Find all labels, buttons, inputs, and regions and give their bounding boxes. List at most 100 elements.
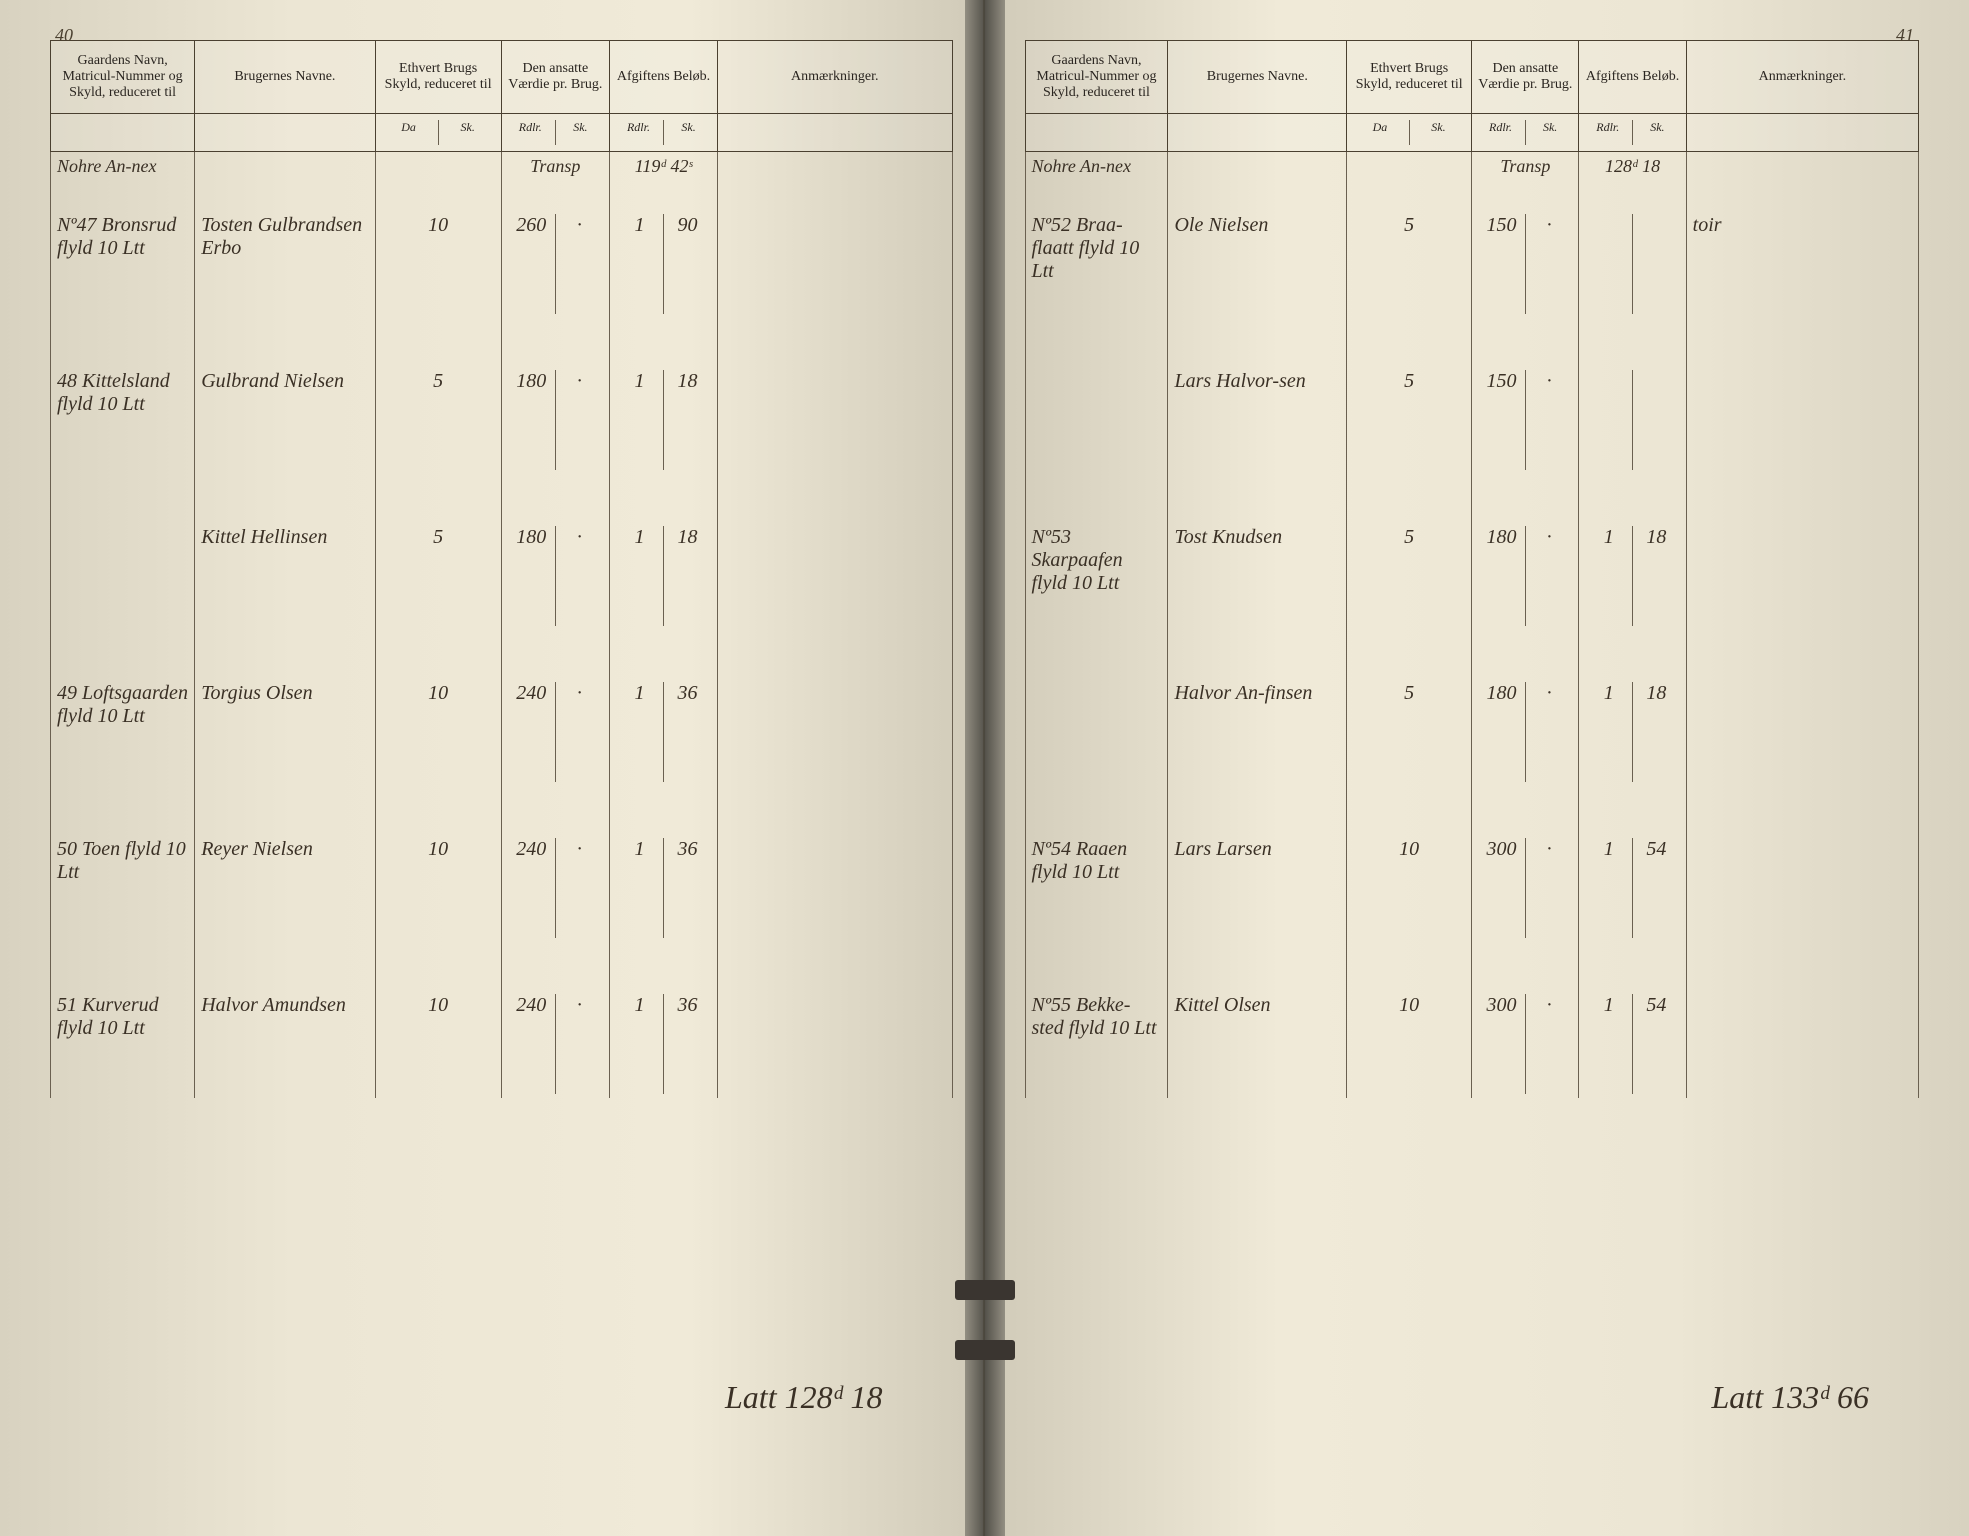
skyld-cell: 5 <box>1347 522 1472 630</box>
header-anm: Anmærkninger. <box>1686 41 1918 114</box>
spacer-cell <box>195 318 375 366</box>
gaard-cell <box>51 522 195 630</box>
bruger-cell: Lars Halvor-sen <box>1168 366 1347 474</box>
vaerdie-cell: 300· <box>1472 834 1579 942</box>
cell <box>195 152 375 211</box>
vaerdie-cell: 260· <box>501 210 609 318</box>
skyld-cell: 5 <box>1347 678 1472 786</box>
skyld-cell: 5 <box>375 366 501 474</box>
ledger-row: Nº52 Braa-flaatt flyld 10 LttOle Nielsen… <box>1025 210 1919 318</box>
spacer-cell <box>718 942 952 990</box>
anm-cell <box>718 834 952 942</box>
spacer-cell <box>609 474 717 522</box>
vaerdie-cell: 300· <box>1472 990 1579 1098</box>
spacer-cell <box>501 786 609 834</box>
spacer-cell <box>1168 786 1347 834</box>
spacer-cell <box>1579 630 1686 678</box>
afgift-cell: 154 <box>1579 834 1686 942</box>
spacer-cell <box>501 474 609 522</box>
spacer-cell <box>375 942 501 990</box>
skyld-cell: 10 <box>375 210 501 318</box>
transport-value: 128ᵈ 18 <box>1579 152 1686 211</box>
spacer-cell <box>1686 318 1918 366</box>
afgift-cell: 118 <box>1579 678 1686 786</box>
gaard-cell: 48 Kittelsland flyld 10 Ltt <box>51 366 195 474</box>
spacer-cell <box>375 786 501 834</box>
spacer-cell <box>51 318 195 366</box>
afgift-cell: 136 <box>609 678 717 786</box>
spacer-cell <box>1025 474 1168 522</box>
spacer-cell <box>1168 318 1347 366</box>
gaard-cell <box>1025 678 1168 786</box>
spacer-cell <box>718 474 952 522</box>
gaard-cell: Nº54 Raaen flyld 10 Ltt <box>1025 834 1168 942</box>
spacer-cell <box>1025 786 1168 834</box>
spacer-cell <box>609 630 717 678</box>
spacer-cell <box>1025 318 1168 366</box>
spacer-row <box>1025 786 1919 834</box>
cell <box>718 152 952 211</box>
ledger-row: Nº54 Raaen flyld 10 LttLars Larsen10300·… <box>1025 834 1919 942</box>
bruger-cell: Halvor Amundsen <box>195 990 375 1098</box>
ledger-table-left: Gaardens Navn, Matricul-Nummer og Skyld,… <box>50 40 953 1098</box>
skyld-cell: 10 <box>375 678 501 786</box>
spacer-cell <box>609 318 717 366</box>
right-page: 41 Gaardens Navn, Matricul-Nummer og Sky… <box>985 0 1969 1536</box>
skyld-cell: 10 <box>1347 990 1472 1098</box>
vaerdie-cell: 240· <box>501 834 609 942</box>
vaerdie-cell: 180· <box>501 366 609 474</box>
afgift-cell: 118 <box>1579 522 1686 630</box>
gaard-cell: 49 Loftsgaarden flyld 10 Ltt <box>51 678 195 786</box>
bruger-cell: Reyer Nielsen <box>195 834 375 942</box>
spacer-cell <box>1347 474 1472 522</box>
spacer-row <box>51 786 953 834</box>
subheader-blank <box>1686 114 1918 152</box>
gaard-cell: Nº52 Braa-flaatt flyld 10 Ltt <box>1025 210 1168 318</box>
subheader-blank <box>718 114 952 152</box>
anm-cell <box>718 678 952 786</box>
header-afgift: Afgiftens Beløb. <box>609 41 717 114</box>
gaard-cell: 51 Kurverud flyld 10 Ltt <box>51 990 195 1098</box>
ledger-row: 49 Loftsgaarden flyld 10 LttTorgius Olse… <box>51 678 953 786</box>
spacer-cell <box>1579 474 1686 522</box>
afgift-cell: 136 <box>609 834 717 942</box>
header-vaerdie: Den ansatte Værdie pr. Brug. <box>1472 41 1579 114</box>
spacer-cell <box>501 630 609 678</box>
bruger-cell: Halvor An-finsen <box>1168 678 1347 786</box>
spacer-cell <box>195 630 375 678</box>
spacer-cell <box>375 474 501 522</box>
anm-cell <box>1686 366 1918 474</box>
spacer-cell <box>1579 786 1686 834</box>
spacer-cell <box>1472 474 1579 522</box>
anm-cell <box>718 522 952 630</box>
page-number-right: 41 <box>1896 25 1914 46</box>
spacer-cell <box>501 318 609 366</box>
cell <box>1686 152 1918 211</box>
vaerdie-cell: 240· <box>501 678 609 786</box>
ledger-row: Halvor An-finsen5180·118 <box>1025 678 1919 786</box>
binding-clip <box>955 1340 1015 1360</box>
skyld-cell: 10 <box>375 990 501 1098</box>
transport-label: Transp <box>501 152 609 211</box>
spacer-cell <box>718 318 952 366</box>
spacer-cell <box>51 942 195 990</box>
spacer-cell <box>195 942 375 990</box>
spacer-cell <box>1168 474 1347 522</box>
book-spine <box>965 0 1005 1536</box>
afgift-cell: 118 <box>609 366 717 474</box>
spacer-cell <box>1347 786 1472 834</box>
vaerdie-cell: 180· <box>1472 678 1579 786</box>
spacer-cell <box>375 318 501 366</box>
gaard-cell <box>1025 366 1168 474</box>
cell <box>375 152 501 211</box>
skyld-cell: 10 <box>375 834 501 942</box>
spacer-cell <box>1579 942 1686 990</box>
gaard-cell: 50 Toen flyld 10 Ltt <box>51 834 195 942</box>
binding-clip <box>955 1280 1015 1300</box>
anm-cell <box>1686 678 1918 786</box>
subheader-afgift-units: Rdlr.Sk. <box>1579 114 1686 152</box>
afgift-cell: 118 <box>609 522 717 630</box>
subheader-skyld-units: DaSk. <box>1347 114 1472 152</box>
spacer-cell <box>1347 630 1472 678</box>
bruger-cell: Tosten Gulbrandsen Erbo <box>195 210 375 318</box>
